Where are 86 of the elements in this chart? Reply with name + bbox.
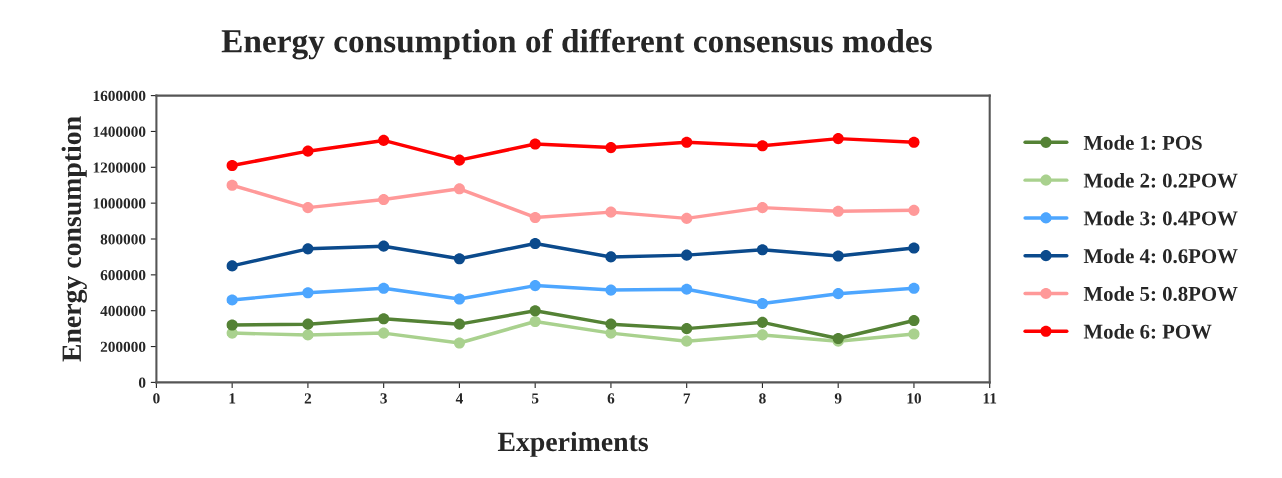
x-tick-label: 8: [759, 393, 766, 404]
chart-title: Energy consumption of different consensus modes: [221, 28, 932, 60]
point: [832, 205, 844, 217]
point: [908, 242, 920, 254]
point: [378, 313, 390, 325]
point: [529, 138, 541, 150]
x-tick-label: 4: [455, 393, 463, 404]
point: [832, 250, 844, 262]
point: [529, 305, 541, 317]
point: [302, 243, 314, 255]
point: [302, 318, 314, 330]
point: [832, 288, 844, 300]
point: [681, 212, 693, 224]
x-tick-label: 3: [380, 393, 387, 404]
x-tick-label: 9: [834, 393, 842, 404]
point: [908, 204, 920, 216]
point: [756, 297, 768, 310]
point: [605, 318, 617, 330]
point: [908, 328, 920, 340]
x-tick-label: 5: [531, 393, 539, 404]
point: [226, 159, 238, 172]
y-axis-title: Energy consumption: [61, 116, 87, 362]
y-tick-label: 1200000: [93, 162, 146, 173]
point: [378, 327, 390, 339]
point: [605, 206, 617, 218]
point: [453, 318, 465, 330]
point: [378, 282, 390, 294]
point: [529, 211, 541, 224]
y-tick-label: 1000000: [93, 198, 146, 209]
point: [681, 335, 693, 347]
point: [453, 183, 465, 195]
legend-label: Mode 3: 0.4POW: [1083, 210, 1238, 226]
point: [529, 237, 541, 250]
legend-label: Mode 6: POW: [1083, 324, 1212, 339]
legend-label: Mode 1: POS: [1083, 135, 1202, 150]
point: [378, 240, 390, 252]
point: [453, 293, 465, 305]
point: [302, 287, 314, 299]
point: [756, 329, 768, 341]
x-tick-label: 11: [983, 393, 997, 404]
point: [756, 140, 768, 152]
y-tick-label: 1600000: [93, 90, 146, 102]
point: [302, 202, 314, 214]
point: [529, 280, 541, 292]
point: [756, 244, 768, 256]
point: [226, 179, 238, 191]
x-tick-label: 6: [607, 393, 615, 404]
point: [681, 283, 693, 295]
point: [453, 337, 465, 349]
point: [605, 284, 617, 296]
y-tick-label: 800000: [100, 234, 146, 245]
point: [681, 323, 693, 335]
point: [605, 251, 617, 263]
y-tick-label: 200000: [100, 341, 146, 352]
point: [908, 136, 920, 148]
point: [378, 134, 390, 146]
x-axis-title: Experiments: [497, 431, 648, 457]
point: [832, 133, 844, 145]
x-tick-label: 0: [153, 393, 160, 404]
point: [756, 316, 768, 328]
point: [226, 319, 238, 331]
point: [302, 145, 314, 157]
y-tick-label: 0: [138, 377, 146, 388]
y-tick-label: 600000: [100, 269, 146, 281]
y-tick-label: 1400000: [93, 126, 146, 137]
x-tick-label: 2: [304, 393, 312, 404]
point: [453, 253, 465, 265]
legend-label: Mode 5: 0.8POW: [1083, 286, 1238, 302]
y-tick-label: 400000: [100, 305, 146, 317]
legend-label: Mode 2: 0.2POW: [1083, 172, 1238, 188]
point: [453, 154, 465, 166]
point: [226, 260, 238, 272]
point: [908, 282, 920, 294]
point: [908, 315, 920, 327]
point: [302, 329, 314, 341]
point: [605, 142, 617, 154]
x-tick-label: 7: [683, 393, 691, 404]
point: [226, 294, 238, 306]
point: [529, 315, 541, 328]
x-tick-label: 10: [907, 393, 922, 404]
point: [681, 136, 693, 148]
point: [756, 202, 768, 214]
legend-label: Mode 4: 0.6POW: [1083, 248, 1238, 264]
x-tick-label: 1: [229, 393, 236, 404]
point: [681, 249, 693, 261]
point: [378, 194, 390, 206]
